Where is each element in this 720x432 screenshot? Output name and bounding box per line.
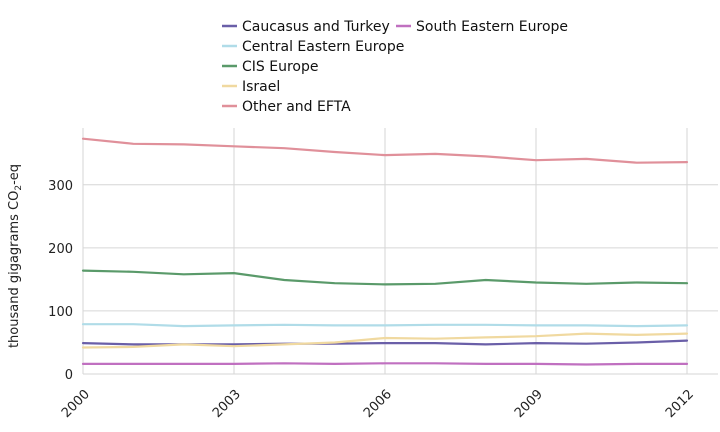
legend-label: Israel — [242, 79, 280, 95]
legend-item: CIS Europe — [222, 59, 318, 75]
series-line-cis-europe — [81, 269, 689, 286]
x-tick-label: 2003 — [210, 387, 244, 421]
series-line-south-eastern-europe — [81, 362, 689, 366]
legend-label: Other and EFTA — [242, 99, 351, 115]
x-tick-label: 2000 — [59, 387, 93, 421]
series-line-other-and-efta — [81, 137, 689, 164]
legend-label: South Eastern Europe — [416, 19, 568, 35]
legend-label: Central Eastern Europe — [242, 39, 404, 55]
y-tick-label: 100 — [48, 305, 73, 320]
y-tick-label: 300 — [48, 179, 73, 194]
legend-item: Caucasus and Turkey — [222, 19, 390, 35]
legend-label: CIS Europe — [242, 59, 318, 75]
y-tick-label: 0 — [65, 368, 73, 383]
legend-item: South Eastern Europe — [396, 19, 568, 35]
series-line-central-eastern-europe — [81, 323, 689, 328]
x-tick-label: 2006 — [361, 387, 395, 421]
y-axis: 0 100 200 300 — [48, 179, 73, 383]
grid — [82, 128, 718, 375]
legend-item: Central Eastern Europe — [222, 39, 404, 55]
y-axis-title: thousand gigagrams CO2-eq — [7, 164, 24, 348]
legend-item: Other and EFTA — [222, 99, 351, 115]
legend-label: Caucasus and Turkey — [242, 19, 390, 35]
series-layer — [81, 137, 689, 366]
x-tick-label: 2009 — [512, 387, 546, 421]
series-line-israel — [81, 332, 689, 349]
legend-item: Israel — [222, 79, 280, 95]
x-tick-label: 2012 — [663, 387, 697, 421]
x-axis: 2000 2003 2006 2009 2012 — [59, 387, 697, 421]
legend: Caucasus and Turkey Central Eastern Europ… — [222, 19, 568, 115]
y-tick-label: 200 — [48, 242, 73, 257]
